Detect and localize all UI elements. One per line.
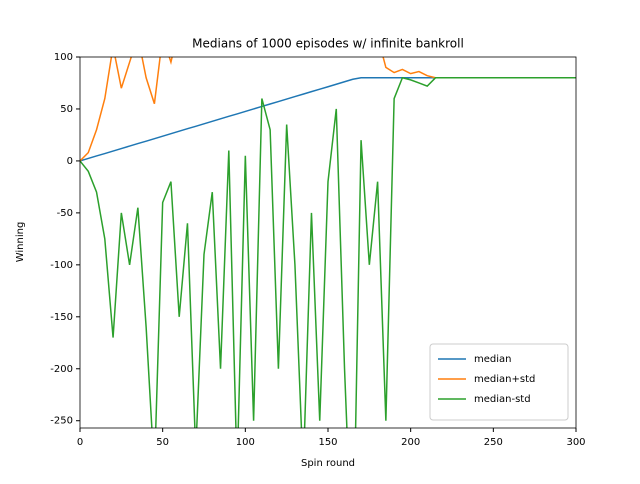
legend-label: median — [474, 354, 512, 365]
y-tick-label: 50 — [60, 104, 73, 115]
x-tick-label: 100 — [236, 437, 255, 448]
y-tick-label: 0 — [67, 156, 73, 167]
legend-label: median+std — [474, 374, 535, 385]
x-axis-label: Spin round — [301, 458, 355, 469]
y-tick-label: -100 — [50, 260, 73, 271]
x-tick-label: 50 — [156, 437, 169, 448]
x-tick-label: 250 — [484, 437, 503, 448]
y-tick-label: 100 — [54, 52, 73, 63]
y-tick-label: -150 — [50, 312, 73, 323]
y-tick-label: -200 — [50, 364, 73, 375]
plot-area — [80, 57, 576, 428]
y-tick-label: -250 — [50, 416, 73, 427]
axes-frame — [79, 56, 577, 429]
y-axis-label: Winning — [15, 222, 26, 263]
legend-box — [429, 343, 569, 421]
x-tick-label: 0 — [77, 437, 83, 448]
x-tick-label: 300 — [566, 437, 585, 448]
chart-title: Medians of 1000 episodes w/ infinite ban… — [192, 37, 464, 51]
x-tick-label: 200 — [401, 437, 420, 448]
line — [80, 76, 576, 428]
legend-label: median-std — [474, 394, 531, 405]
y-tick-label: -50 — [57, 208, 73, 219]
legend: median median+std median-std — [429, 343, 569, 421]
x-tick-label: 150 — [318, 437, 337, 448]
